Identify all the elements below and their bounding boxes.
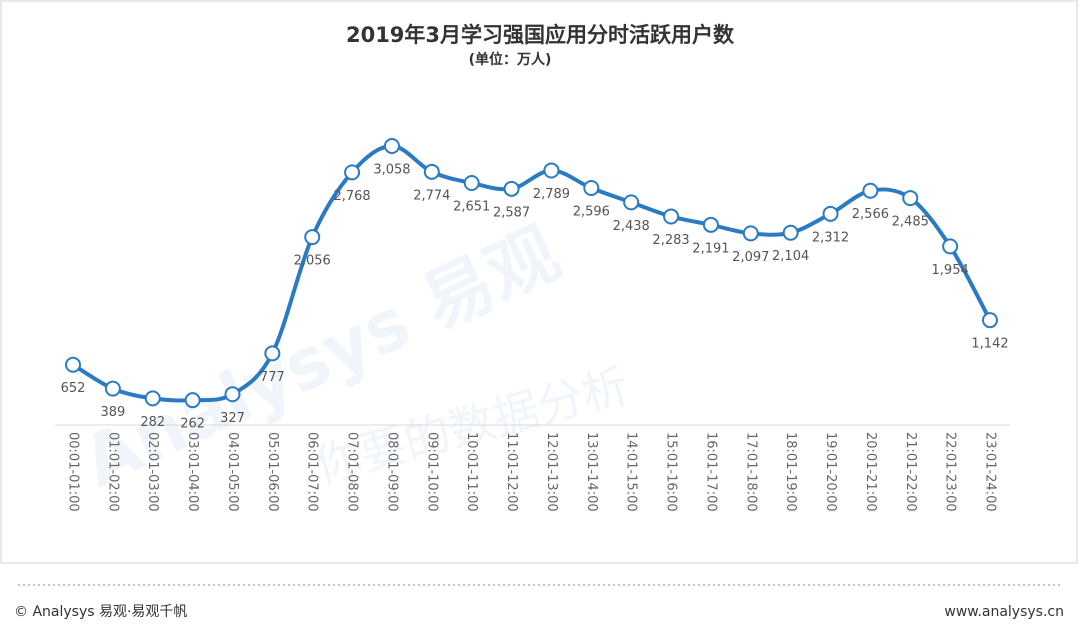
data-label: 652 xyxy=(61,381,86,396)
x-tick-label: 18:01-19:00 xyxy=(783,432,798,512)
x-tick-label: 01:01-02:00 xyxy=(105,432,120,512)
data-label: 3,058 xyxy=(373,163,410,178)
data-label: 2,774 xyxy=(413,188,450,203)
point xyxy=(623,194,640,211)
point xyxy=(383,138,400,154)
data-label: 389 xyxy=(100,405,125,420)
point xyxy=(104,380,121,397)
point xyxy=(782,224,799,241)
data-label: 2,056 xyxy=(294,254,331,269)
point xyxy=(862,182,879,199)
point xyxy=(304,229,321,246)
x-tick-label: 02:01-03:00 xyxy=(145,432,160,512)
point xyxy=(822,205,839,222)
data-label: 2,097 xyxy=(732,250,769,265)
x-tick-label: 10:01-11:00 xyxy=(464,432,479,512)
x-tick-label: 19:01-20:00 xyxy=(823,432,838,512)
point xyxy=(344,164,361,181)
data-label: 262 xyxy=(180,417,205,432)
point xyxy=(463,175,480,191)
point xyxy=(942,238,959,255)
x-tick-label: 20:01-21:00 xyxy=(863,432,878,512)
x-tick-label: 23:01-24:00 xyxy=(983,432,998,512)
x-tick-label: 13:01-14:00 xyxy=(584,432,599,512)
point xyxy=(184,392,201,409)
point xyxy=(742,225,759,242)
data-label: 1,954 xyxy=(932,263,969,278)
x-tick-label: 05:01-06:00 xyxy=(265,432,280,512)
x-tick-label: 06:01-07:00 xyxy=(305,432,320,512)
data-label: 1,142 xyxy=(971,337,1008,352)
footer-left: © Analysys 易观·易观千帆 xyxy=(14,604,187,620)
data-label: 2,566 xyxy=(852,207,889,222)
point xyxy=(423,163,440,180)
data-label: 2,312 xyxy=(812,230,849,245)
point xyxy=(503,180,520,197)
data-label: 2,596 xyxy=(573,205,610,220)
x-tick-label: 15:01-16:00 xyxy=(664,432,679,512)
point xyxy=(583,180,600,196)
x-tick-label: 21:01-22:00 xyxy=(903,432,918,512)
chart-subtitle: (单位：万人) xyxy=(469,51,552,68)
data-label: 327 xyxy=(220,411,245,426)
x-tick-label: 22:01-23:00 xyxy=(943,432,958,512)
point xyxy=(65,356,81,373)
chart-title: 2019年3月学习强国应用分时活跃用户数 xyxy=(346,23,735,47)
chart-frame xyxy=(0,0,1078,564)
x-tick-label: 12:01-13:00 xyxy=(544,432,559,512)
x-tick-label: 16:01-17:00 xyxy=(703,432,718,512)
point xyxy=(982,312,998,329)
x-tick-label: 04:01-05:00 xyxy=(225,432,240,512)
point xyxy=(144,390,161,407)
x-tick-label: 17:01-18:00 xyxy=(743,432,758,512)
x-tick-label: 14:01-15:00 xyxy=(624,432,639,512)
data-label: 2,651 xyxy=(453,200,490,215)
x-tick-label: 08:01-09:00 xyxy=(384,432,399,512)
data-label: 2,768 xyxy=(333,189,370,204)
point xyxy=(264,345,281,362)
data-label: 2,438 xyxy=(613,219,650,234)
footer-right: www.analysys.cn xyxy=(944,604,1064,620)
x-tick-label: 00:01-01:00 xyxy=(66,432,81,512)
data-label: 2,104 xyxy=(772,249,809,264)
point xyxy=(543,162,560,179)
x-tick-label: 09:01-10:00 xyxy=(424,432,439,512)
data-label: 2,789 xyxy=(533,187,570,202)
data-label: 2,191 xyxy=(692,241,729,256)
x-tick-label: 07:01-08:00 xyxy=(345,432,360,512)
data-label: 2,485 xyxy=(892,215,929,230)
point xyxy=(224,386,241,403)
point xyxy=(902,190,919,207)
data-label: 777 xyxy=(260,370,285,385)
x-tick-label: 03:01-04:00 xyxy=(185,432,200,512)
data-label: 2,587 xyxy=(493,205,530,220)
x-tick-label: 11:01-12:00 xyxy=(504,432,519,512)
point xyxy=(702,216,719,233)
data-label: 282 xyxy=(140,415,165,430)
point xyxy=(663,208,680,225)
data-label: 2,283 xyxy=(652,233,689,248)
